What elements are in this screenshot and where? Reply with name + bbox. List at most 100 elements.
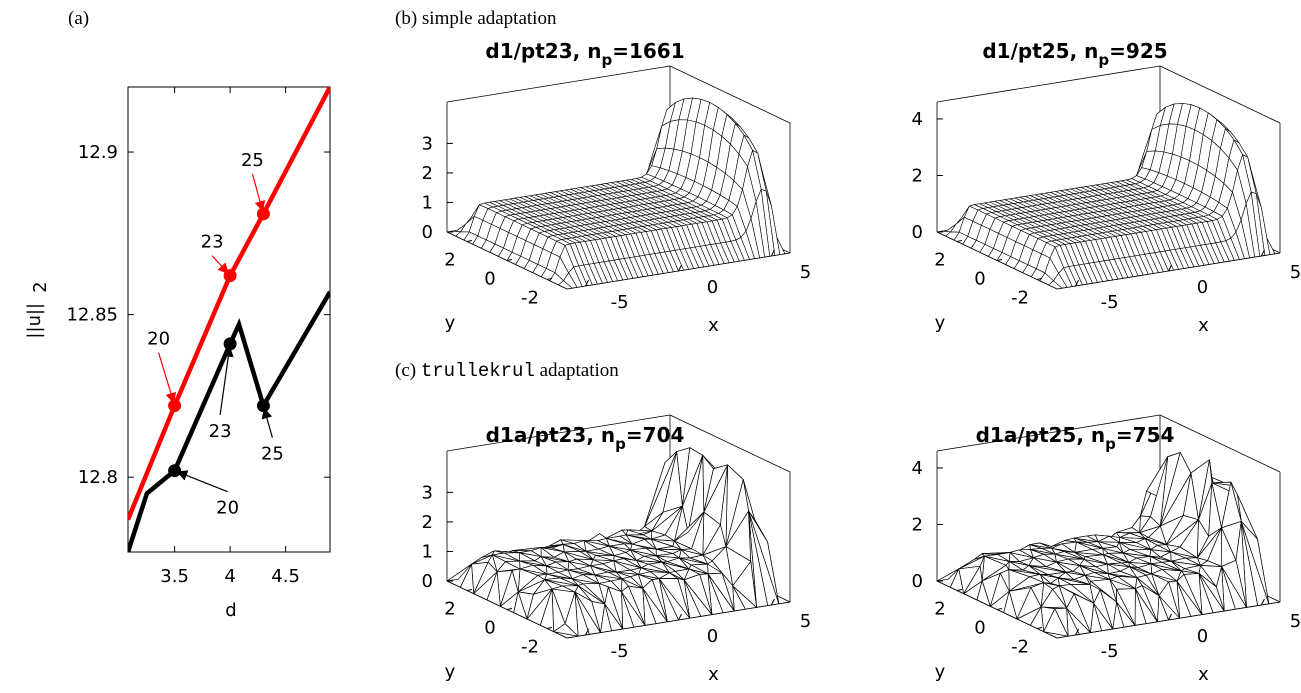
- point-marker: [168, 464, 181, 477]
- z-tick-label: 3: [422, 133, 433, 154]
- box-edge: [447, 66, 670, 102]
- figure: (a)3.544.512.812.8512.9d||u||22023252023…: [0, 0, 1301, 693]
- point-marker: [257, 399, 270, 412]
- x-tick-label: -5: [611, 292, 629, 313]
- y-tick-label: 12.85: [66, 305, 118, 326]
- text-run: adaptation: [535, 360, 619, 381]
- y-tick-label: 2: [444, 599, 455, 620]
- series-line: [128, 87, 330, 519]
- panel-label: (a): [68, 8, 89, 29]
- panel-title: d1/pt23, np=1661: [485, 39, 684, 69]
- page: {"chart_data": [ {"type": "line", "label…: [0, 0, 1301, 693]
- z-tick-label: 3: [422, 482, 433, 503]
- annotation-arrow: [252, 174, 262, 212]
- x-tick-label: 5: [1290, 611, 1301, 632]
- z-tick-label: 1: [422, 192, 433, 213]
- y-tick-label: -2: [521, 637, 539, 658]
- y-axis-label: y: [935, 313, 946, 334]
- annotation-arrow: [159, 353, 174, 404]
- y-axis-label: ||u|| 2: [24, 281, 51, 338]
- x-tick-label: 5: [800, 262, 811, 283]
- point-marker: [257, 207, 270, 220]
- z-tick-label: 0: [912, 222, 923, 243]
- x-axis-label: x: [708, 664, 719, 685]
- annotation-arrow: [176, 471, 227, 491]
- annotation-label: 25: [241, 150, 264, 171]
- text-run: d1/pt25, n: [982, 39, 1098, 63]
- mesh: [447, 448, 790, 638]
- z-tick-label: 2: [912, 514, 923, 535]
- text-run: =1661: [612, 39, 684, 63]
- annotation-label: 23: [209, 421, 232, 442]
- y-tick-label: 12.8: [78, 467, 118, 488]
- annotation-label: 25: [261, 444, 284, 465]
- panel-title: d1a/pt25, np=754: [976, 423, 1175, 453]
- annotation-label: 20: [216, 498, 239, 519]
- x-tick-label: 3.5: [160, 566, 189, 587]
- text-run: d1/pt23, n: [485, 39, 601, 63]
- x-tick-label: 0: [1197, 626, 1208, 647]
- annotation-arrow: [264, 408, 272, 438]
- text-run: (c): [395, 360, 421, 381]
- panel-title: d1a/pt23, np=704: [486, 423, 685, 453]
- y-tick-label: 2: [934, 250, 945, 271]
- x-axis-label: d: [225, 600, 236, 621]
- y-tick-label: 0: [974, 269, 985, 290]
- x-tick-label: -5: [1101, 641, 1119, 662]
- x-axis-label: x: [708, 315, 719, 336]
- x-tick-label: 4: [224, 566, 235, 587]
- y-axis-label: y: [445, 313, 456, 334]
- z-tick-label: 1: [422, 541, 433, 562]
- x-tick-label: 5: [1290, 262, 1301, 283]
- z-tick-label: 2: [422, 163, 433, 184]
- text-run: (b) simple adaptation: [395, 8, 557, 29]
- text-run: p: [1098, 51, 1109, 69]
- annotation-label: 23: [201, 232, 224, 253]
- x-tick-label: -5: [611, 641, 629, 662]
- z-tick-label: 0: [912, 571, 923, 592]
- panel-heading: (c) trullekrul adaptation: [395, 360, 619, 382]
- y-tick-label: -2: [521, 288, 539, 309]
- point-marker: [168, 399, 181, 412]
- x-tick-label: 4.5: [271, 566, 300, 587]
- y-tick-label: 12.9: [78, 142, 118, 163]
- y-tick-label: 2: [444, 250, 455, 271]
- text-run: p: [615, 435, 626, 453]
- y-tick-label: 0: [484, 618, 495, 639]
- x-axis-label: x: [1198, 315, 1209, 336]
- text-run: =704: [626, 423, 685, 447]
- text-run: p: [601, 51, 612, 69]
- mesh: [447, 98, 790, 289]
- y-tick-label: -2: [1011, 637, 1029, 658]
- x-tick-label: 0: [707, 277, 718, 298]
- y-axis-label-sub: 2: [30, 281, 51, 292]
- y-axis-label: y: [445, 662, 456, 683]
- x-tick-label: -5: [1101, 292, 1119, 313]
- point-marker: [224, 337, 237, 350]
- x-tick-label: 0: [1197, 277, 1208, 298]
- text-run: =925: [1109, 39, 1168, 63]
- z-tick-label: 0: [422, 222, 433, 243]
- annotation-arrow: [212, 256, 229, 275]
- panel-title: d1/pt25, np=925: [982, 39, 1167, 69]
- panel-heading: (b) simple adaptation: [395, 8, 557, 29]
- y-tick-label: 2: [934, 599, 945, 620]
- y-axis-label: y: [935, 662, 946, 683]
- text-run: =754: [1116, 423, 1175, 447]
- text-run: trullekrul: [421, 360, 535, 382]
- annotation-label: 20: [147, 329, 170, 350]
- x-axis-label: x: [1198, 664, 1209, 685]
- z-tick-label: 4: [912, 458, 923, 479]
- y-axis-label-main: ||u||: [24, 303, 45, 339]
- z-tick-label: 2: [422, 512, 433, 533]
- box-edge: [937, 66, 1160, 102]
- z-tick-label: 0: [422, 571, 433, 592]
- y-tick-label: 0: [484, 269, 495, 290]
- x-tick-label: 0: [707, 626, 718, 647]
- z-tick-label: 4: [912, 109, 923, 130]
- text-run: p: [1105, 435, 1116, 453]
- x-tick-label: 5: [800, 611, 811, 632]
- z-tick-label: 2: [912, 165, 923, 186]
- y-tick-label: -2: [1011, 288, 1029, 309]
- y-tick-label: 0: [974, 618, 985, 639]
